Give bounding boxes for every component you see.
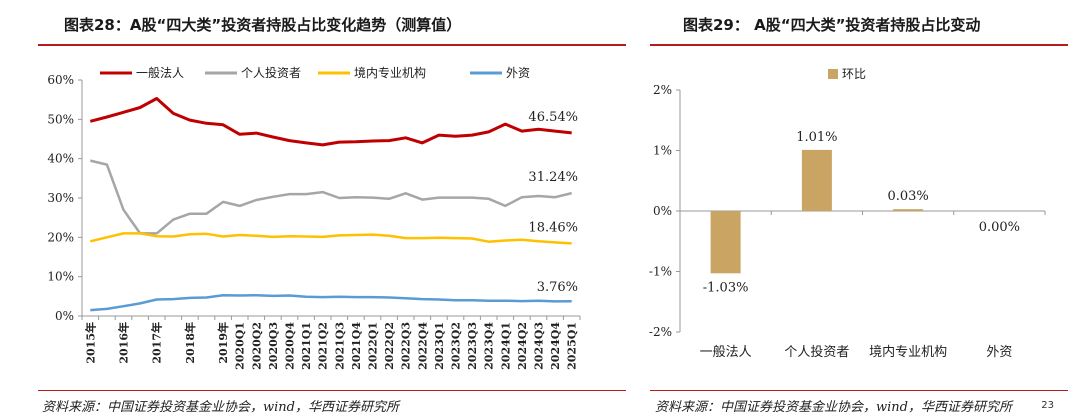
x-tick-label: 2021Q1 <box>300 322 313 370</box>
page-number: 23 <box>1041 400 1054 411</box>
bar-value-label: 1.01% <box>796 130 837 145</box>
series-line-1 <box>90 159 572 235</box>
x-tick-label: 2022Q3 <box>400 322 413 370</box>
legend-label: 一般法人 <box>136 65 184 80</box>
x-tick-label: 2017年 <box>150 322 164 364</box>
y-tick-label: 0% <box>55 309 74 323</box>
x-tick-label: 2023Q1 <box>433 322 446 370</box>
category-label: 外资 <box>986 345 1012 360</box>
y-tick-label: 40% <box>47 152 74 166</box>
x-tick-label: 2024Q1 <box>499 322 512 370</box>
legend-label: 外资 <box>506 66 530 80</box>
right-chart-title: 图表29： A股“四大类”投资者持股占比变动 <box>683 16 981 34</box>
left-title-divider <box>38 44 626 46</box>
x-tick-label: 2024Q3 <box>533 322 546 370</box>
legend-label: 个人投资者 <box>241 65 301 80</box>
bar-value-label: 0.03% <box>887 189 928 204</box>
bar-value-label: -1.03% <box>703 280 749 295</box>
legend-swatch <box>828 69 838 79</box>
left-source-divider <box>38 390 626 391</box>
y-tick-label: 20% <box>47 230 74 244</box>
x-tick-label: 2019年 <box>216 322 230 364</box>
left-chart-title: 图表28：A股“四大类”投资者持股占比变化趋势（测算值） <box>64 16 462 34</box>
series-line-0 <box>89 97 572 147</box>
series-end-label: 3.76% <box>537 280 578 295</box>
x-tick-label: 2016年 <box>117 322 131 364</box>
x-tick-label: 2020Q1 <box>234 322 247 370</box>
series-line-3 <box>90 293 572 312</box>
bar-value-label: 0.00% <box>979 220 1020 235</box>
legend-label: 环比 <box>842 67 866 81</box>
x-tick-label: 2020Q4 <box>284 322 297 370</box>
y-tick-label: 1% <box>653 144 672 158</box>
y-tick-label: 50% <box>47 112 74 126</box>
x-tick-label: 2024Q4 <box>549 322 562 370</box>
x-tick-label: 2022Q2 <box>383 322 396 370</box>
y-tick-label: 0% <box>653 204 672 218</box>
x-tick-label: 2018年 <box>183 322 197 364</box>
right-source-divider <box>650 390 1068 391</box>
bar-2 <box>893 209 924 211</box>
x-tick-label: 2020Q2 <box>250 322 263 370</box>
x-tick-label: 2021Q4 <box>350 322 363 370</box>
category-label: 个人投资者 <box>784 344 849 360</box>
y-tick-label: 60% <box>47 73 74 87</box>
x-tick-label: 2024Q2 <box>516 322 529 370</box>
x-tick-label: 2023Q2 <box>450 322 463 370</box>
x-tick-label: 2015年 <box>83 322 97 364</box>
y-tick-label: 10% <box>47 270 74 284</box>
series-end-label: 31.24% <box>528 170 578 185</box>
x-tick-label: 2025Q1 <box>566 322 579 370</box>
legend-label: 境内专业机构 <box>354 65 426 80</box>
x-tick-label: 2020Q3 <box>267 322 280 370</box>
x-tick-label: 2022Q1 <box>367 322 380 370</box>
series-end-label: 46.54% <box>528 110 578 125</box>
category-label: 境内专业机构 <box>869 344 947 360</box>
y-tick-label: 30% <box>47 191 74 205</box>
y-tick-label: -1% <box>649 265 672 279</box>
x-tick-label: 2022Q4 <box>416 322 429 370</box>
right-title-divider <box>650 44 1068 46</box>
line-chart-investor-share: 0% 10% 20% 30% 40% 50% 60% 2015年 2016年 2017年 2018年… <box>47 65 581 370</box>
series-line-2 <box>90 232 572 245</box>
x-tick-label: 2021Q3 <box>333 322 346 370</box>
x-tick-label: 2023Q3 <box>466 322 479 370</box>
x-tick-label: 2021Q2 <box>317 322 330 370</box>
bar-chart-investor-change: -2% -1% 0% 1% 2% -1.03% 一般法人 1.01% 个人投资者 0.03% 境内专… <box>649 67 1046 360</box>
y-tick-label: 2% <box>653 83 672 97</box>
series-end-label: 18.46% <box>528 220 578 235</box>
bar-1 <box>801 149 832 211</box>
left-source-note: 资料来源：中国证券投资基金业协会，wind，华西证券研究所 <box>42 400 399 415</box>
bar-0 <box>710 211 741 274</box>
y-tick-label: -2% <box>649 325 672 339</box>
x-tick-label: 2023Q4 <box>483 322 496 370</box>
category-label: 一般法人 <box>700 344 752 360</box>
right-source-note: 资料来源：中国证券投资基金业协会，wind，华西证券研究所 <box>655 400 1012 415</box>
